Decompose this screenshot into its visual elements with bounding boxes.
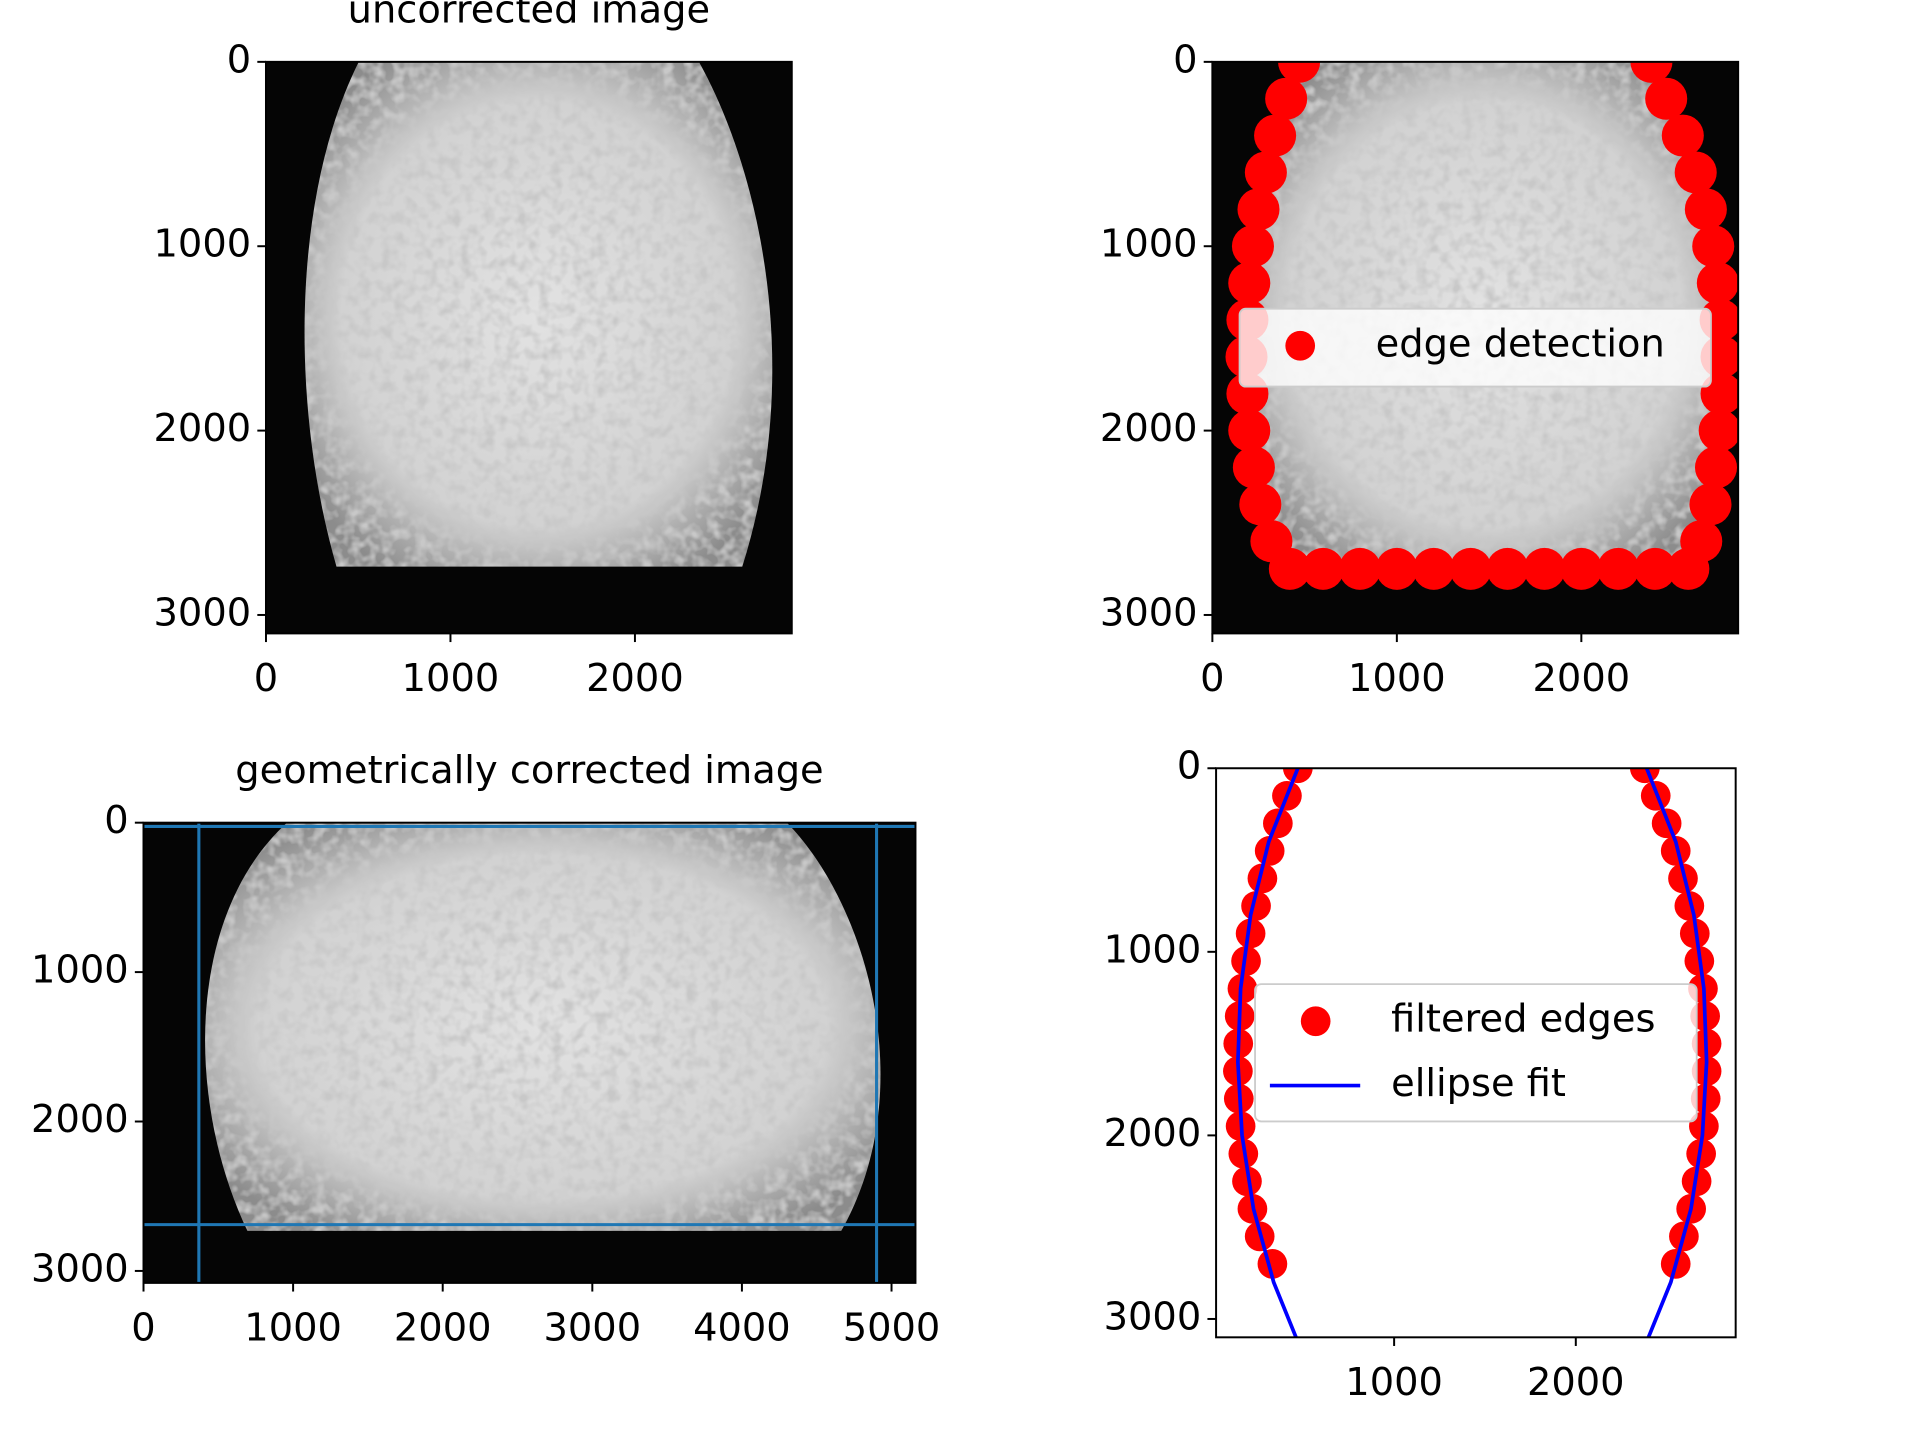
x-tick-label: 2000 [586, 656, 684, 701]
scatter-point [1268, 547, 1311, 590]
scatter-point [1338, 547, 1381, 590]
y-tick-label: 0 [1173, 37, 1197, 82]
scatter-point [1674, 891, 1705, 921]
legend-marker [1300, 1006, 1331, 1037]
axes-frame [1215, 767, 1737, 1339]
legend: edge detection [1238, 307, 1712, 388]
scatter-point [1694, 446, 1738, 489]
axes-frame [142, 821, 917, 1284]
scatter-point [1698, 409, 1739, 452]
x-tick-label: 0 [131, 1305, 155, 1350]
scatter-point [1375, 547, 1418, 590]
x-tick-label: 2000 [1533, 656, 1631, 701]
scatter-point [1278, 61, 1321, 83]
scatter-point [1237, 188, 1280, 231]
scatter-point [1645, 77, 1688, 120]
y-tick-label: 1000 [1100, 222, 1198, 267]
scatter-point [1661, 114, 1704, 157]
x-tick-label: 1000 [1345, 1360, 1443, 1405]
scatter-point [1692, 225, 1735, 268]
scatter-point [1232, 446, 1275, 489]
x-tick-label: 0 [1200, 656, 1224, 701]
scatter-point [1449, 547, 1492, 590]
scatter-point [1228, 409, 1271, 452]
axes-frame [1211, 60, 1740, 635]
data-layer [143, 822, 916, 1283]
scatter-point [1232, 1166, 1262, 1197]
legend-box [1254, 983, 1698, 1123]
y-tick-label: 0 [104, 798, 128, 843]
scatter-point [1634, 547, 1677, 590]
y-tick-label: 1000 [31, 948, 129, 993]
scatter-point [1265, 77, 1308, 120]
scatter-point [1282, 768, 1313, 784]
axes-frame [264, 60, 793, 635]
scatter-point [1486, 547, 1529, 590]
scatter-point [1254, 836, 1285, 866]
x-tick-label: 0 [254, 656, 278, 701]
y-tick-label: 3000 [1104, 1294, 1202, 1339]
y-tick-label: 3000 [31, 1246, 129, 1291]
axes-title: geometrically corrected image [235, 748, 823, 793]
y-tick-label: 3000 [154, 590, 252, 635]
scatter-point [1630, 61, 1673, 83]
y-tick-label: 2000 [1100, 406, 1198, 451]
image-uncorrected [265, 61, 792, 634]
x-tick-label: 1000 [1348, 656, 1446, 701]
legend: filtered edges ellipse fit [1254, 983, 1698, 1123]
scatter-point [1231, 225, 1274, 268]
y-tick-label: 3000 [1100, 590, 1198, 635]
scatter-point [1228, 262, 1271, 305]
x-tick-label: 4000 [693, 1305, 791, 1350]
scatter-point [1302, 547, 1345, 590]
scatter-point [1239, 483, 1282, 526]
scatter-point [1254, 114, 1297, 157]
y-tick-label: 2000 [1104, 1111, 1202, 1156]
x-tick-label: 1000 [244, 1305, 342, 1350]
legend-marker [1285, 330, 1316, 361]
x-tick-label: 2000 [394, 1305, 492, 1350]
scatter-point [1241, 891, 1271, 921]
y-tick-label: 2000 [154, 406, 252, 451]
scatter-point [1680, 520, 1723, 563]
x-tick-label: 2000 [1527, 1360, 1625, 1405]
legend-label: edge detection [1376, 321, 1665, 366]
legend-box [1238, 307, 1712, 388]
scatter-point [1244, 151, 1287, 194]
x-tick-label: 1000 [402, 656, 500, 701]
scatter-point [1660, 836, 1691, 866]
scatter-point [1412, 547, 1455, 590]
fit-line [1236, 768, 1709, 1338]
scatter-point [1235, 918, 1266, 949]
legend-label: ellipse fit [1391, 1061, 1566, 1106]
scatter-point [1523, 547, 1566, 590]
scatter-point [1247, 863, 1278, 894]
x-tick-label: 5000 [843, 1305, 941, 1350]
y-tick-label: 1000 [1104, 927, 1202, 972]
scatter-point [1696, 262, 1739, 305]
scatter-point [1684, 188, 1727, 231]
scatter-point [1674, 151, 1717, 194]
y-tick-label: 0 [1177, 744, 1201, 789]
y-tick-label: 2000 [31, 1097, 129, 1142]
x-tick-label: 3000 [544, 1305, 642, 1350]
legend-label: filtered edges [1391, 997, 1655, 1042]
data-layer [1223, 768, 1722, 1338]
scatter-point [1597, 547, 1640, 590]
scatter-point [1689, 483, 1732, 526]
y-tick-label: 1000 [154, 222, 252, 267]
axes-title: uncorrected image [348, 0, 710, 32]
image-corrected [143, 822, 916, 1283]
scatter-point [1560, 547, 1603, 590]
y-tick-label: 0 [227, 37, 251, 82]
